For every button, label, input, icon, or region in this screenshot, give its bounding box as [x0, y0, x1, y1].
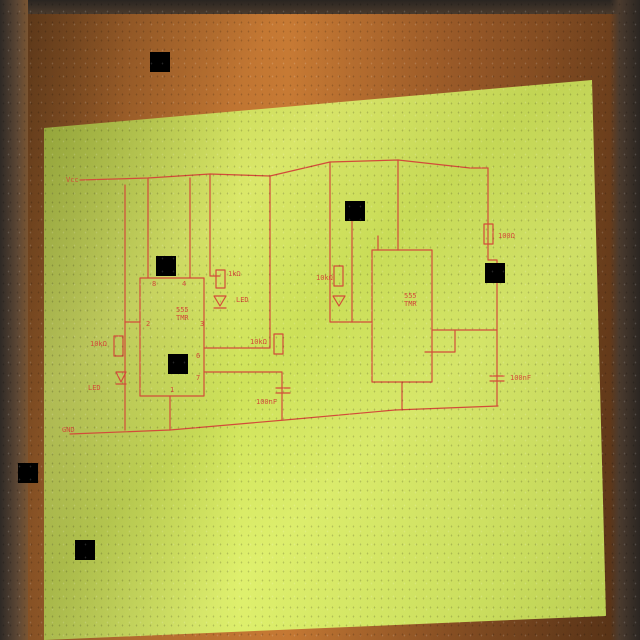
hand-drawn-schematic — [69, 159, 505, 435]
occluder-square — [345, 201, 365, 221]
occluder-square — [156, 256, 176, 276]
sticky-note-shade — [44, 80, 606, 640]
label-r-mid-right: 10kΩ — [316, 274, 333, 282]
label-ic-right-1: 555 — [404, 292, 417, 300]
wire-right-rail — [487, 167, 498, 407]
label-ic-left-2: TMR — [176, 314, 189, 322]
label-r-top-left: 1kΩ — [228, 270, 241, 278]
label-led-left: LED — [88, 384, 101, 392]
label-pin-7: 7 — [196, 374, 200, 382]
occluder-square — [168, 354, 188, 374]
label-pin-8: 8 — [152, 280, 156, 288]
wire-top-rail — [79, 159, 489, 181]
led-mid — [213, 295, 227, 309]
label-pin-1: 1 — [170, 386, 174, 394]
frame-edge-right — [610, 0, 640, 640]
label-r-mid: 10kΩ — [250, 338, 267, 346]
resistor-mid — [273, 333, 284, 355]
resistor-top-left — [215, 269, 226, 289]
occluder-square — [18, 463, 38, 483]
occluder-square — [150, 52, 170, 72]
wire-left-mid — [209, 173, 221, 277]
occluder-square — [485, 263, 505, 283]
resistor-right — [483, 223, 494, 245]
label-ic-left-1: 555 — [176, 306, 189, 314]
led-right — [332, 295, 346, 307]
capacitor-left — [275, 387, 291, 394]
wire-bottom-rail — [69, 405, 499, 435]
resistor-left — [113, 335, 124, 357]
label-pin-2: 2 — [146, 320, 150, 328]
label-r-right: 100Ω — [498, 232, 515, 240]
label-pin-3: 3 — [200, 320, 204, 328]
label-gnd: GND — [62, 426, 75, 434]
wire-right-pin2 — [424, 329, 456, 353]
label-r-left: 10kΩ — [90, 340, 107, 348]
wire-right-mid — [329, 161, 373, 323]
resistor-mid-right — [333, 265, 344, 287]
frame-edge-left — [0, 0, 28, 640]
capacitor-right — [489, 375, 505, 382]
label-vcc: Vcc — [66, 176, 79, 184]
occluder-square — [75, 540, 95, 560]
schematic-text: 10kΩ 1kΩ 10kΩ 10kΩ 100Ω 100nF 100nF 555 … — [62, 176, 531, 434]
label-cap-right: 100nF — [510, 374, 531, 382]
label-ic-right-2: TMR — [404, 300, 417, 308]
label-led-right: LED — [236, 296, 249, 304]
label-cap-left: 100nF — [256, 398, 277, 406]
ic-left — [139, 277, 205, 397]
label-pin-4: 4 — [182, 280, 186, 288]
frame-edge-top — [0, 0, 640, 14]
wire-left-right — [203, 175, 271, 349]
led-left — [115, 371, 127, 385]
label-pin-6: 6 — [196, 352, 200, 360]
wire-left-bottom — [203, 371, 283, 421]
